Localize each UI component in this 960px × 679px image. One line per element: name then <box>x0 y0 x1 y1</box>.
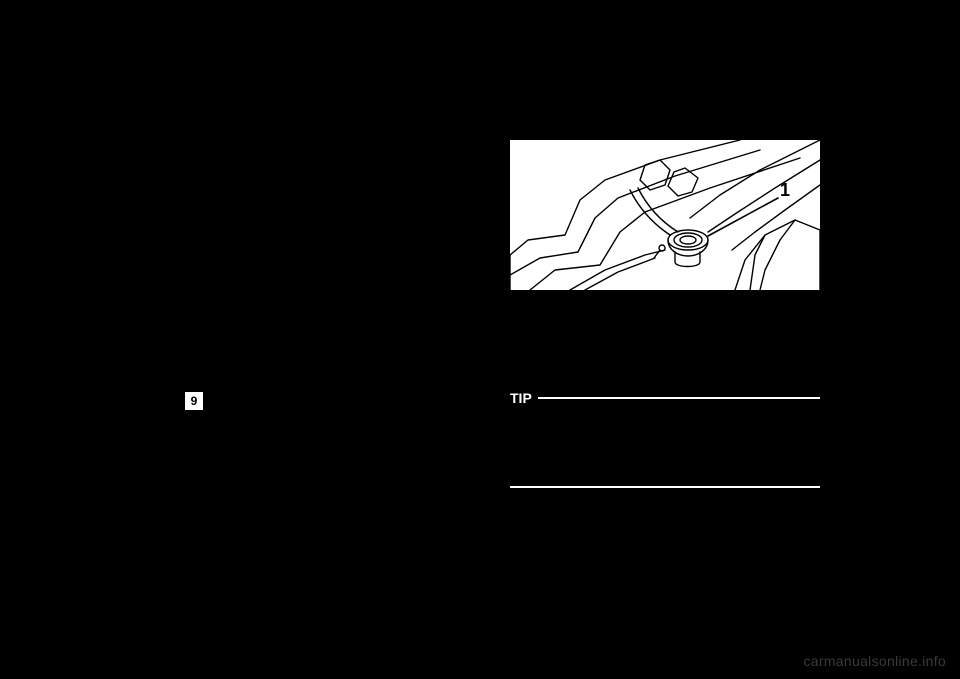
callout-1-label: 1 <box>780 180 790 201</box>
tip-rule-top <box>538 397 820 399</box>
line-drawing <box>510 140 820 290</box>
tip-body: The radiator fan is automatically switch… <box>510 406 820 486</box>
watermark: carmanualsonline.info <box>804 653 947 669</box>
tip-rule-bottom <box>510 486 820 488</box>
tip-label: TIP <box>510 390 538 406</box>
right-column: 1 TIP The radiator fan is automatically … <box>500 60 870 620</box>
manual-page: 9 <box>80 60 880 620</box>
coolant-reservoir-illustration: 1 <box>510 140 820 290</box>
left-column <box>80 60 450 620</box>
tip-line-1: The radiator fan is automatically switch… <box>510 412 761 426</box>
tip-header: TIP <box>510 390 820 406</box>
tip-block: TIP The radiator fan is automatically sw… <box>510 390 820 488</box>
